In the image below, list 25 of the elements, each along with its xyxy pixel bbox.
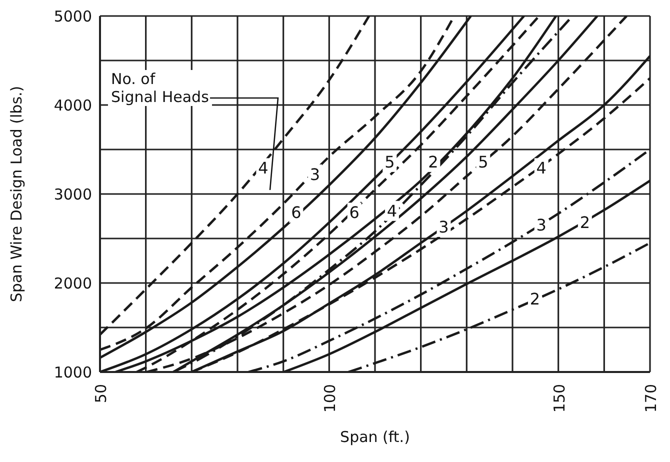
- x-axis-title: Span (ft.): [340, 428, 410, 446]
- annotation: 3: [310, 164, 320, 184]
- annotation: No. of Signal Heads: [111, 70, 209, 106]
- annotation: 2: [580, 212, 590, 232]
- annotation: 6: [349, 203, 360, 222]
- annotation: 2: [530, 290, 540, 309]
- annotation: 4: [258, 158, 268, 178]
- annotation: 3: [536, 216, 546, 235]
- annotation: 6: [291, 203, 302, 222]
- y-tick-label: 4000: [54, 96, 92, 114]
- y-tick-label: 3000: [54, 185, 92, 204]
- y-tick-label: 2000: [54, 274, 92, 292]
- y-tick-label: 5000: [54, 7, 92, 26]
- annotation: 5: [478, 152, 488, 172]
- annotation: 4: [386, 201, 398, 220]
- annotation: 4: [536, 158, 546, 178]
- x-tick-label: 150: [550, 384, 568, 413]
- y-axis-title: Span Wire Design Load (lbs.): [7, 86, 26, 302]
- x-tick-label: 50: [92, 384, 110, 404]
- y-tick-label: 1000: [54, 363, 92, 382]
- annotation: 3: [438, 217, 449, 236]
- annotation: 5: [384, 152, 395, 172]
- x-tick-label: 100: [321, 384, 340, 413]
- annotation: 2: [428, 152, 438, 172]
- x-tick-label: 170: [642, 384, 660, 413]
